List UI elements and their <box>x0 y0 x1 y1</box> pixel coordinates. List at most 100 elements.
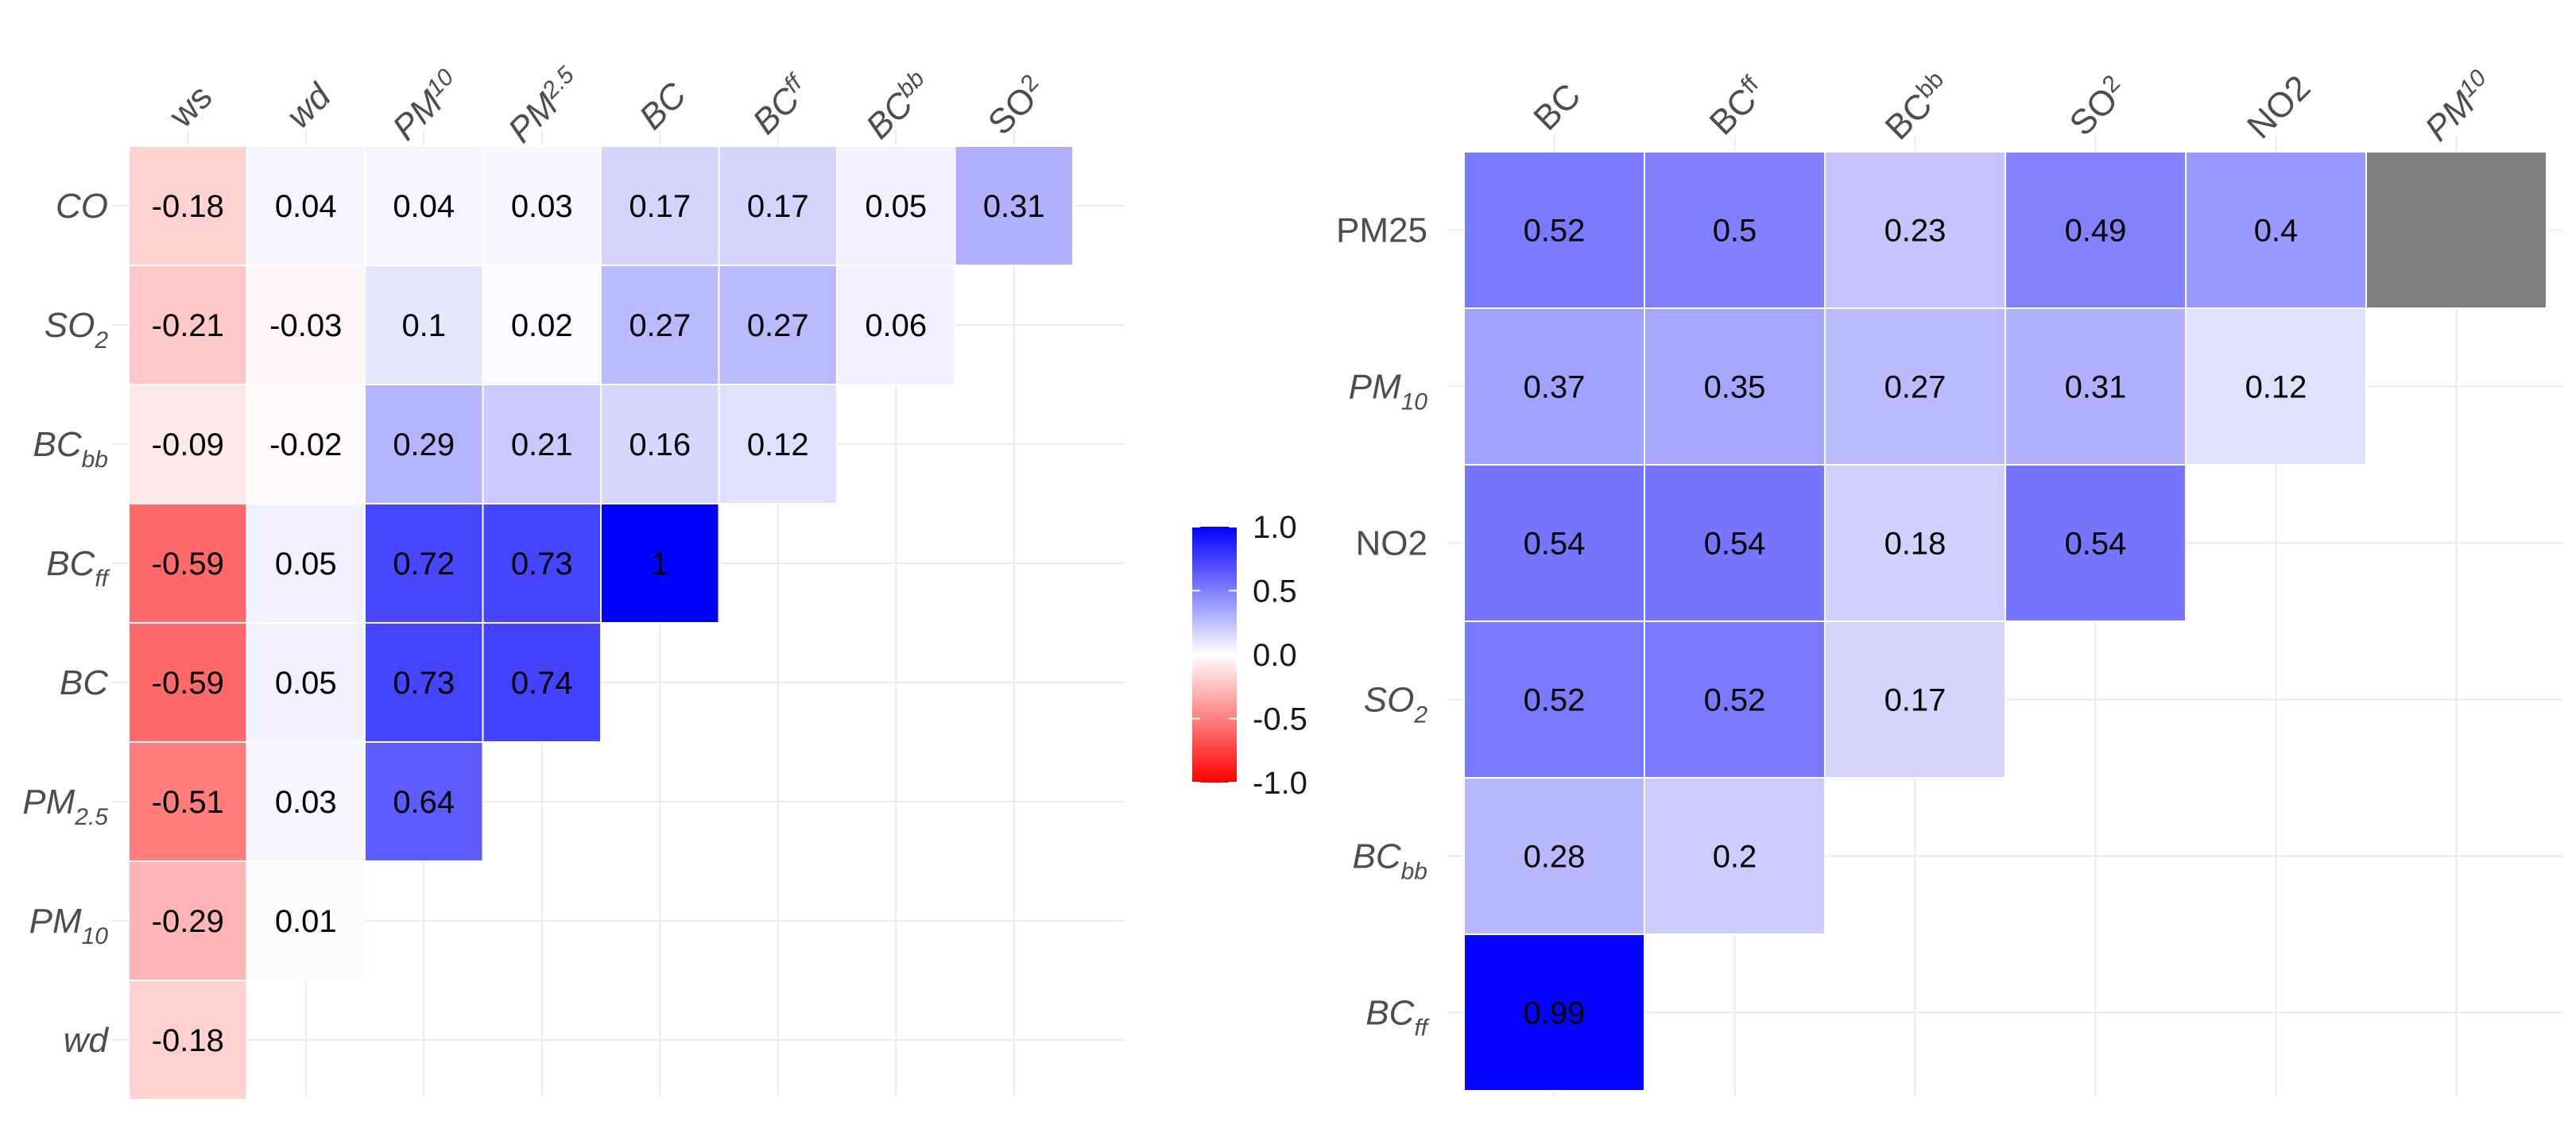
right-cell <box>2005 151 2187 309</box>
right-cell-value: 0.4 <box>2254 214 2299 249</box>
left-cell <box>246 384 366 504</box>
right-cell-value: 0.99 <box>1524 996 1586 1031</box>
left-row-label: PM2.5 <box>22 783 108 830</box>
left-cell-value: 0.17 <box>629 189 691 224</box>
left-cell <box>246 265 366 385</box>
left-cell <box>128 384 248 504</box>
left-column-label: BC <box>632 75 695 137</box>
left-cell-value: -0.21 <box>152 308 224 343</box>
legend-tick-label: -0.5 <box>1253 702 1307 737</box>
left-row-label: PM10 <box>29 902 109 949</box>
right-cell <box>1824 151 2006 309</box>
left-cell-value: 0.05 <box>275 547 337 582</box>
left-cells: -0.18 0.04 0.04 0.03 0.17 0.17 0.05 0.31 -0.21 -0… <box>128 145 1074 1100</box>
right-row-label: PM10 <box>1349 368 1428 416</box>
right-row-label: SO2 <box>1364 681 1428 729</box>
right-column-label: SO2 <box>2062 70 2135 143</box>
right-cell-value: 0.54 <box>2065 527 2127 562</box>
left-cell <box>128 980 248 1100</box>
left-cell <box>718 265 838 385</box>
color-legend: 1.0 0.5 0.0 -0.5 -1.0 <box>1192 510 1307 801</box>
left-cell <box>600 265 720 385</box>
left-column-label: PM2.5 <box>500 61 589 150</box>
left-cell <box>128 265 248 385</box>
left-cell-value: 1 <box>651 547 668 582</box>
left-cell <box>482 265 602 385</box>
left-cell <box>364 265 484 385</box>
left-cell-value: 0.29 <box>393 427 455 462</box>
right-cell-value: 0.5 <box>1713 214 1757 249</box>
left-row-label: BC <box>60 663 109 702</box>
left-cell-value: 0.74 <box>511 666 573 701</box>
left-cell <box>836 145 956 266</box>
right-row-label: NO2 <box>1356 524 1427 563</box>
left-column-label: BCff <box>745 68 818 141</box>
right-row-labels: PM25 PM10 NO2 SO2 BCbb BCff <box>1336 211 1430 1042</box>
left-cell <box>482 384 602 504</box>
left-cell <box>246 622 366 743</box>
left-cell <box>128 503 248 624</box>
right-cell <box>1644 464 1826 622</box>
right-column-label: NO2 <box>2240 68 2318 146</box>
left-cell <box>482 622 602 743</box>
left-row-label: SO2 <box>45 306 109 354</box>
right-cell <box>1824 620 2006 779</box>
right-column-labels: BC BCff BCbb SO2 NO2 PM10 <box>1526 64 2492 149</box>
legend-tick-label: -1.0 <box>1253 766 1307 801</box>
left-row-label: BCbb <box>33 425 109 473</box>
left-cell-value: -0.09 <box>152 427 224 462</box>
left-cell-value: 0.12 <box>747 427 809 462</box>
right-cell <box>1463 934 1645 1092</box>
right-cell <box>2005 307 2187 466</box>
right-cell <box>1824 307 2006 466</box>
left-row-label: wd <box>64 1021 110 1060</box>
left-cell-value: 0.05 <box>275 666 337 701</box>
right-cell-value: 0.37 <box>1524 370 1586 405</box>
left-cell <box>718 145 838 266</box>
left-cell <box>600 503 720 624</box>
left-row-label: CO <box>56 187 108 226</box>
left-cell <box>718 384 838 504</box>
legend-tick-label: 0.0 <box>1253 638 1297 673</box>
left-cell <box>246 503 366 624</box>
left-cell-value: -0.29 <box>152 904 224 939</box>
left-cell <box>482 145 602 266</box>
left-cell-value: -0.59 <box>152 547 224 582</box>
left-cell-value: 0.04 <box>275 189 337 224</box>
left-cell-value: -0.59 <box>152 666 224 701</box>
legend-tick-label: 1.0 <box>1253 510 1297 545</box>
left-cell-value: 0.31 <box>983 189 1045 224</box>
left-column-label: SO2 <box>980 69 1053 142</box>
right-cell <box>2005 464 2187 622</box>
left-cell <box>954 145 1074 266</box>
right-cell-value: 0.52 <box>1524 683 1586 718</box>
left-cell-value: -0.02 <box>269 427 342 462</box>
right-cell-value: 0.31 <box>2065 370 2127 405</box>
right-cell-value: 0.18 <box>1885 527 1947 562</box>
right-cell <box>1463 777 1645 935</box>
left-cell-value: 0.01 <box>275 904 337 939</box>
left-cell <box>836 265 956 385</box>
right-cell-value: 0.49 <box>2065 214 2127 249</box>
left-correlation-heatmap: -0.18 0.04 0.04 0.03 0.17 0.17 0.05 0.31 -0.21 -0… <box>22 61 1125 1100</box>
right-row-label: BCff <box>1365 994 1429 1042</box>
left-column-label: wd <box>279 75 339 136</box>
legend-tick-label: 0.5 <box>1253 574 1297 609</box>
right-cell <box>1644 151 1826 309</box>
left-cell-value: 0.17 <box>747 189 809 224</box>
left-cell-value: 0.21 <box>511 427 573 462</box>
left-cell-value: 0.04 <box>393 189 455 224</box>
left-cell-value: -0.51 <box>152 785 224 820</box>
left-cell-value: 0.27 <box>629 308 691 343</box>
left-cell-value: 0.05 <box>865 189 927 224</box>
left-cell <box>246 741 366 862</box>
right-cell-value: 0.54 <box>1524 527 1586 562</box>
right-cell-value: 0.23 <box>1885 214 1947 249</box>
left-column-labels: ws wd PM10 PM2.5 BC BCff BCbb SO2 <box>161 61 1053 150</box>
right-column-label: BC <box>1526 76 1588 138</box>
left-cell <box>128 622 248 743</box>
left-cell <box>600 384 720 504</box>
right-cell <box>1644 777 1826 935</box>
left-cell-value: 0.16 <box>629 427 691 462</box>
